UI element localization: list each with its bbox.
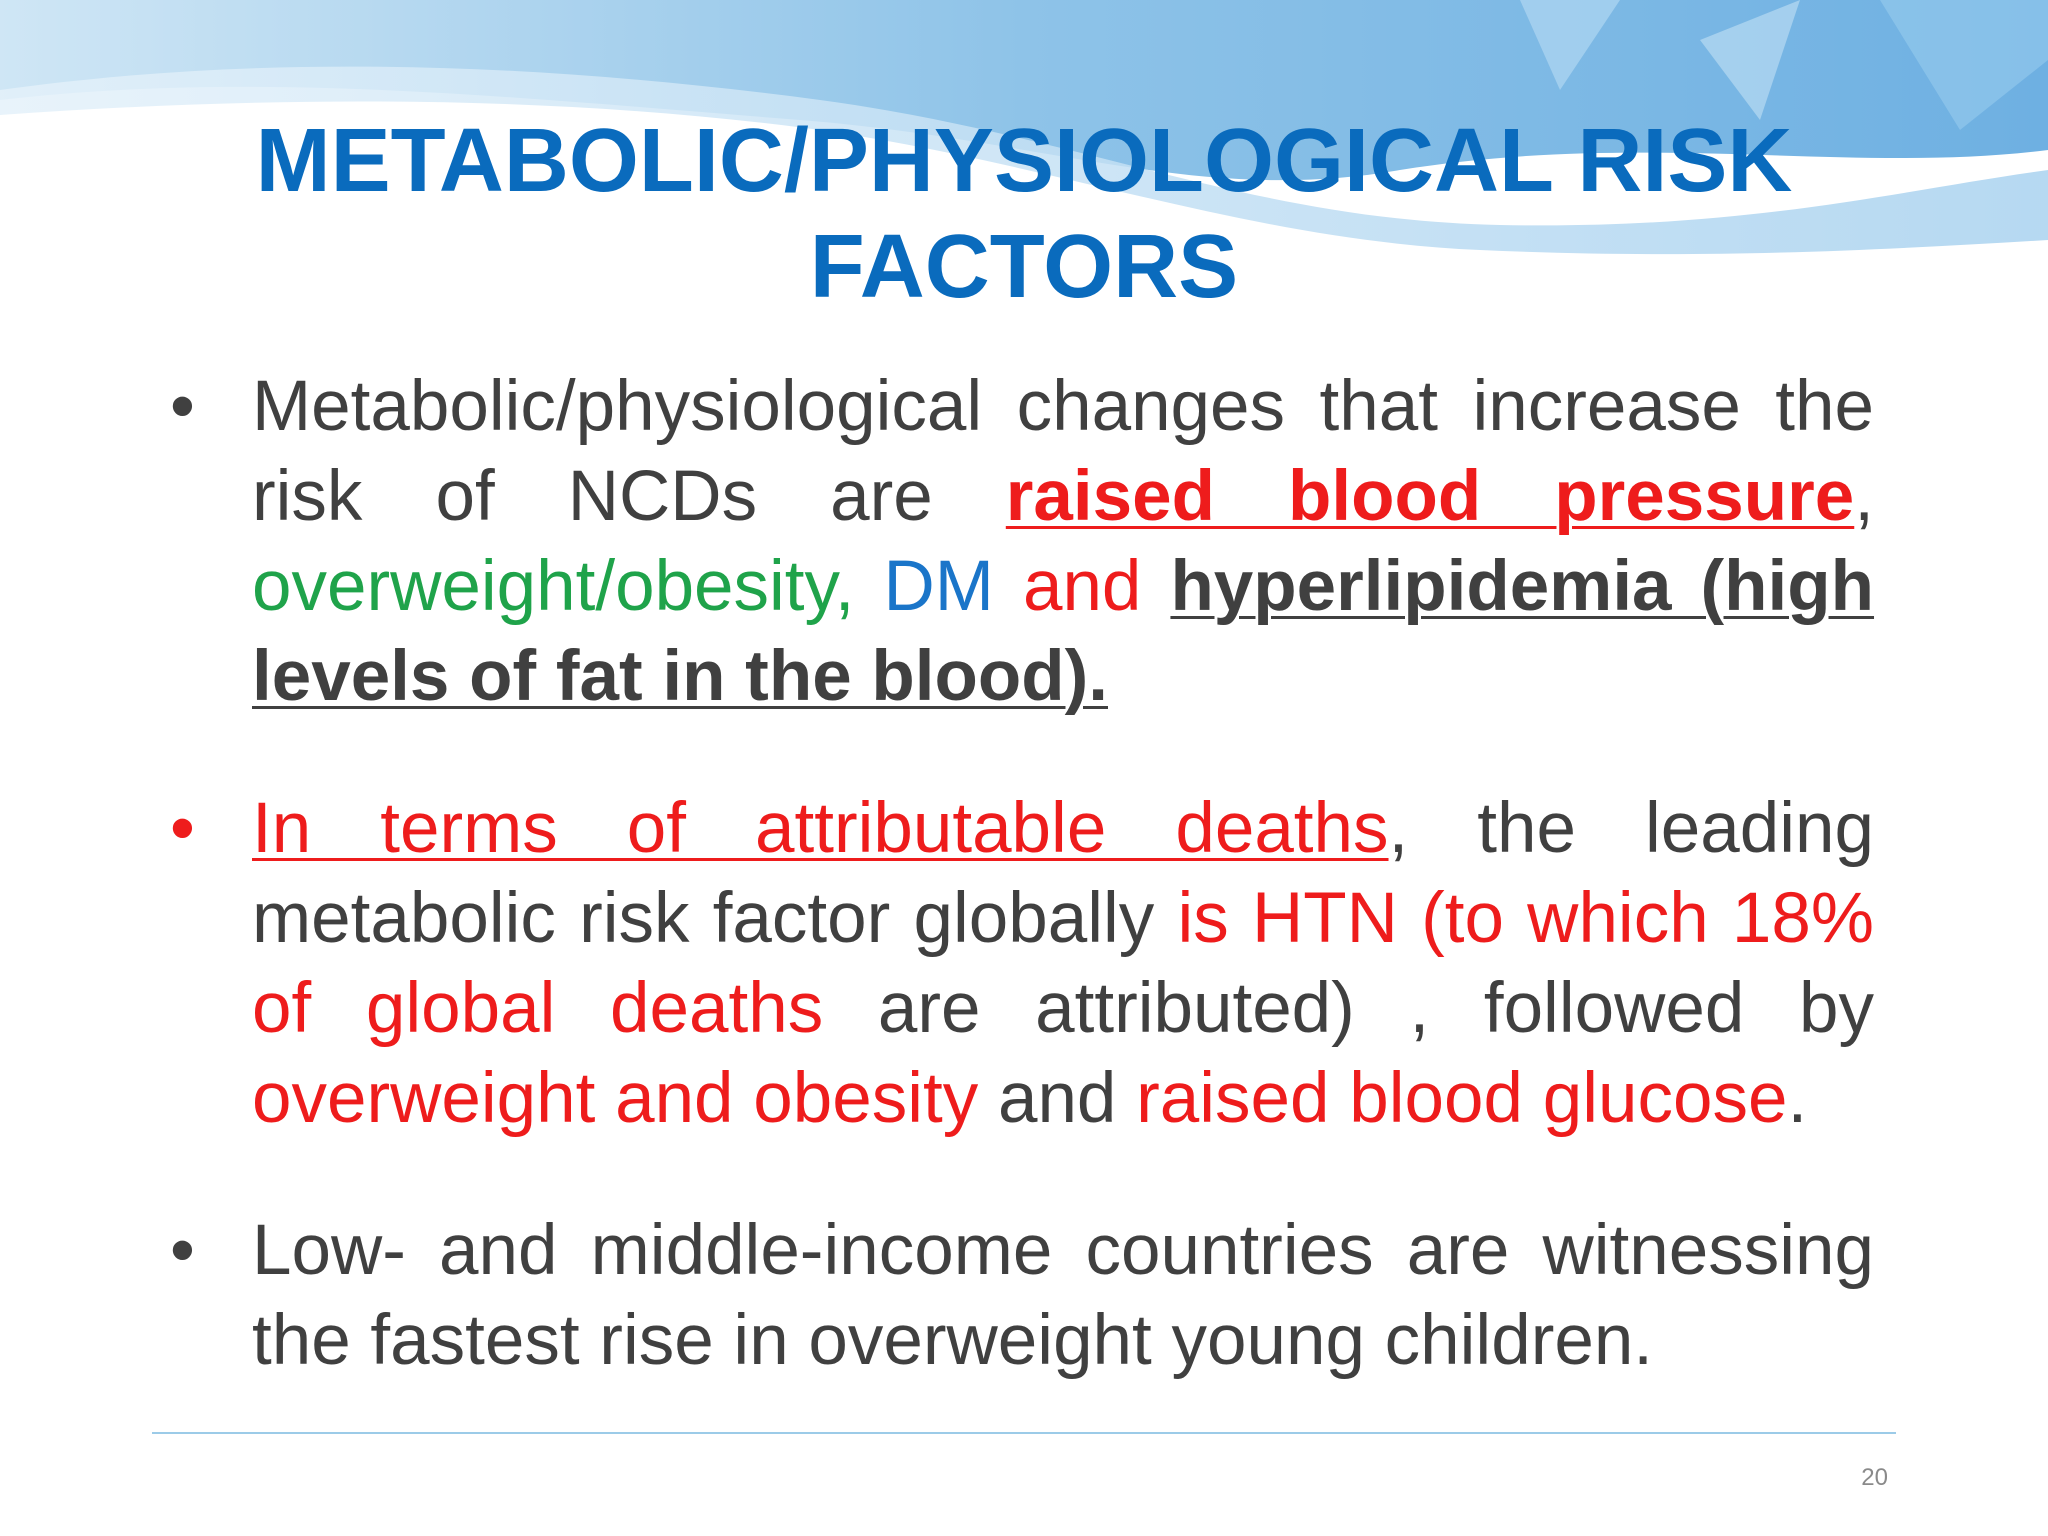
bullet-1-highlight-and: and: [1022, 547, 1142, 626]
bullet-2-highlight-htn: is HTN (to which 18% of global deaths: [252, 879, 1875, 1048]
slide-title: METABOLIC/PHYSIOLOGICAL RISK FACTORS: [0, 108, 2048, 320]
bullet-1-space-1: [855, 547, 884, 626]
bullet-1-highlight-hyperlipidemia: hyperlipidemia (high levels of fat in th…: [252, 547, 1875, 716]
bullet-2-text-a: , the leading metabolic risk factor glob…: [252, 789, 1874, 958]
bullet-2-text-c: and: [978, 1059, 1137, 1138]
bullet-2-highlight-attributable-deaths: In terms of attributable deaths: [252, 789, 1389, 868]
bullet-item-1: • Metabolic/physiological changes that in…: [170, 362, 1874, 722]
bullet-item-2: • In terms of attributable deaths, the le…: [170, 784, 1874, 1144]
header-wave-decoration: [0, 0, 2048, 255]
title-line-1: METABOLIC/PHYSIOLOGICAL RISK: [255, 111, 1793, 211]
bullet-2-highlight-overweight: overweight and obesity: [252, 1059, 979, 1138]
bullet-2-text-b: are attributed) , followed by: [823, 969, 1874, 1048]
bullet-1-space-3: [1141, 547, 1170, 626]
footer-divider: [152, 1432, 1896, 1434]
page-number: 20: [1861, 1464, 1888, 1491]
bullet-1-space-2: [994, 547, 1023, 626]
bullet-marker: •: [170, 1211, 195, 1290]
bullet-item-3: • Low- and middle-income countries are wi…: [170, 1206, 1874, 1386]
bullet-3-text: Low- and middle-income countries are wit…: [252, 1211, 1874, 1380]
title-line-2: FACTORS: [809, 217, 1239, 317]
bullet-1-highlight-dm: DM: [883, 547, 994, 626]
bullet-1-highlight-raised-blood-pressure: raised blood pressure: [1005, 457, 1855, 536]
bullet-2-highlight-blood-glucose: raised blood glucose: [1136, 1059, 1788, 1138]
bullet-1-text-a: Metabolic/physiological changes that inc…: [252, 367, 1874, 536]
bullet-marker: •: [170, 789, 195, 868]
bullet-marker: •: [170, 367, 195, 446]
bullet-1-text-b: ,: [1854, 457, 1874, 536]
bullet-1-highlight-overweight: overweight/obesity,: [252, 547, 855, 626]
bullet-2-text-d: .: [1787, 1059, 1808, 1138]
bullet-list: • Metabolic/physiological changes that in…: [170, 362, 1874, 1386]
